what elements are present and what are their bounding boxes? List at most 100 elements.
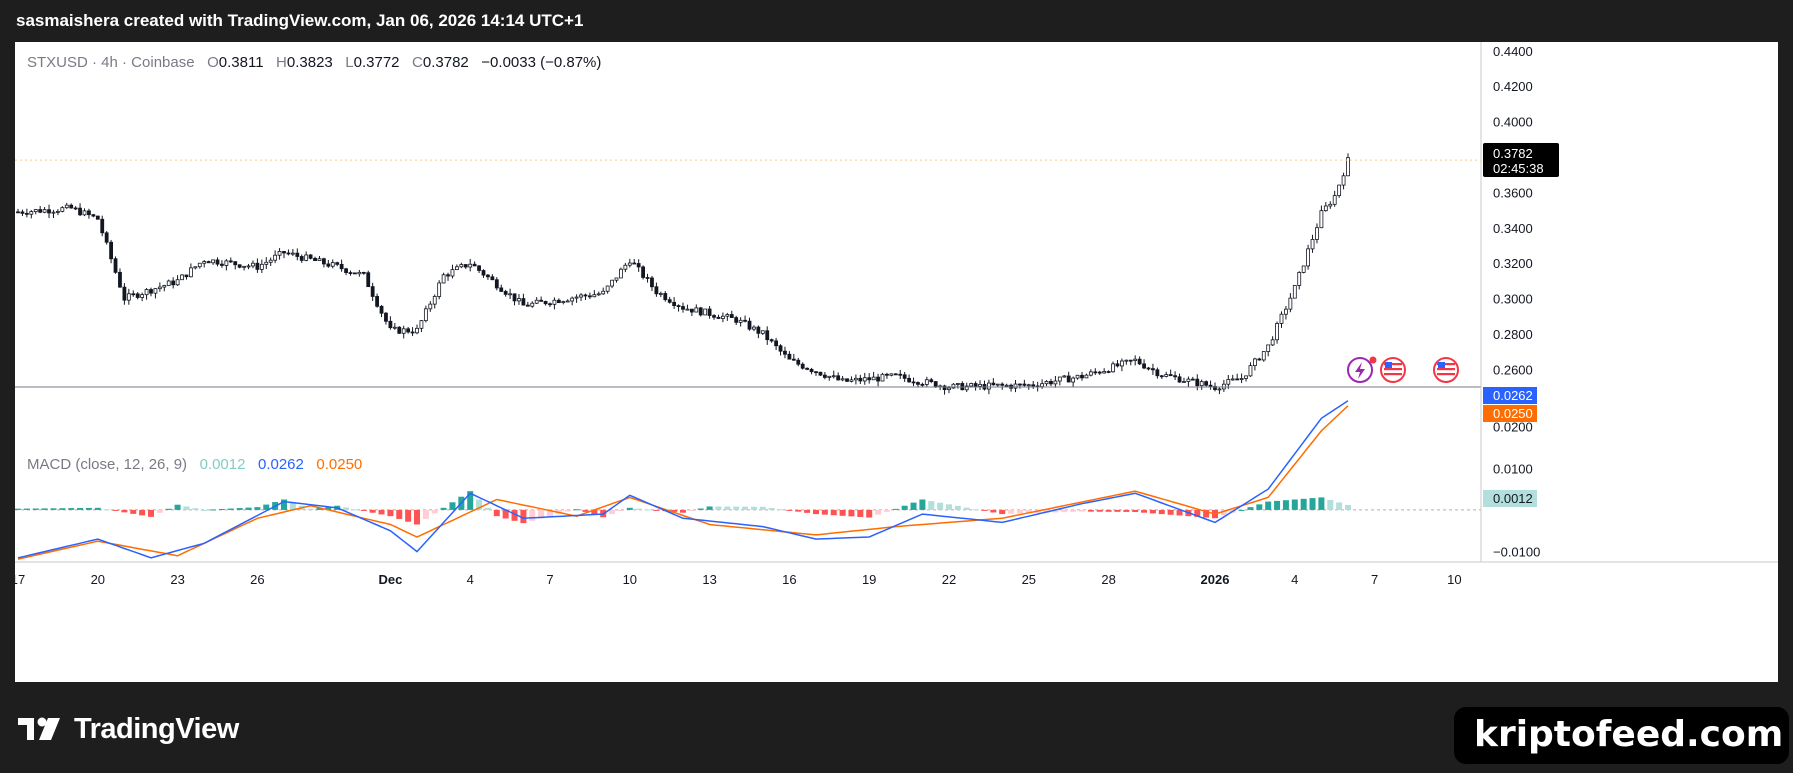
candle-body [556, 299, 561, 304]
histogram-bar [1265, 501, 1272, 510]
candle-body [375, 296, 380, 307]
close-value: 0.3782 [422, 54, 469, 71]
histogram-bar [15, 508, 21, 510]
candle [353, 272, 357, 275]
candle-body [299, 256, 304, 261]
candle [1053, 376, 1058, 388]
candle-body [1230, 378, 1235, 381]
histogram-bar [1247, 507, 1254, 510]
candle-body [707, 308, 712, 316]
candle-body [676, 305, 681, 307]
candle-body [760, 330, 765, 334]
histogram-bar [1336, 502, 1343, 510]
histogram-badge-value: 0.0012 [1493, 491, 1533, 506]
candle-body [614, 277, 619, 281]
candle [299, 254, 304, 263]
candle-body [1049, 381, 1053, 385]
candle-body [1337, 184, 1342, 196]
histogram-bar [289, 502, 296, 510]
candle-body [942, 385, 947, 391]
candle [787, 351, 792, 360]
histogram-bar [1149, 509, 1156, 514]
candle [973, 381, 978, 391]
candle-body [401, 328, 406, 334]
candle [1133, 355, 1138, 366]
candle-body [357, 271, 362, 275]
candle [100, 215, 105, 237]
macd-axis[interactable]: 0.0200 0.0100 −0.0100 [1493, 420, 1540, 560]
candle-body [924, 379, 929, 385]
candle [308, 254, 313, 260]
candle-body [1018, 383, 1022, 386]
time-tick-label: 10 [1447, 572, 1461, 587]
candle [1164, 371, 1169, 378]
candle-body [1301, 265, 1306, 273]
candle-body [268, 259, 273, 263]
lightning-event-icon[interactable] [1347, 356, 1377, 383]
time-axis[interactable]: 17 20 23 26 Dec 4 7 10 13 16 19 22 25 28 2026 4 7 10 [15, 572, 1462, 587]
candle-body [814, 371, 818, 374]
macd-pane[interactable] [15, 400, 1481, 560]
candle-body [290, 252, 295, 255]
candle-body [654, 286, 659, 295]
histogram-bar [609, 509, 616, 515]
candle-body [82, 210, 87, 216]
candle [769, 338, 774, 343]
chart-panel[interactable]: 0.4400 0.4200 0.4000 0.3600 0.3400 0.3200 0.30… [15, 42, 1778, 682]
macd-title[interactable]: MACD (close, 12, 26, 9) [27, 456, 188, 473]
candle [454, 264, 459, 271]
candle-body [366, 272, 371, 288]
price-pane[interactable] [15, 153, 1481, 395]
candle [592, 290, 597, 298]
price-axis[interactable]: 0.4400 0.4200 0.4000 0.3600 0.3400 0.3200 0.30… [1493, 44, 1533, 377]
candle [428, 301, 433, 312]
symbol-info[interactable]: STXUSD · 4h · Coinbase [27, 54, 195, 71]
candle [698, 306, 703, 317]
macd-legend[interactable]: MACD (close, 12, 26, 9) 0.0012 0.0262 0.… [27, 456, 362, 473]
candle-body [840, 378, 845, 381]
candle-body [893, 373, 898, 376]
candle-body [415, 327, 419, 334]
candle [814, 371, 818, 376]
candle-body [1217, 388, 1222, 391]
candle-body [1013, 383, 1018, 389]
price-chart-svg[interactable]: 0.4400 0.4200 0.4000 0.3600 0.3400 0.3200 0.30… [15, 42, 1778, 682]
candle-body [153, 288, 158, 294]
candle-body [1151, 368, 1155, 371]
candle-body [800, 363, 805, 369]
candle [228, 257, 233, 264]
candle-body [636, 263, 641, 268]
candle-body [228, 260, 233, 263]
candle-body [716, 316, 721, 319]
candle-body [149, 289, 153, 294]
high-label: H [276, 54, 287, 71]
histogram-bar [493, 509, 500, 517]
candle-body [206, 261, 211, 264]
candle [1049, 378, 1053, 387]
tradingview-logo-icon [18, 717, 60, 740]
us-flag-icon[interactable] [1433, 357, 1459, 383]
candle-body [1066, 375, 1071, 383]
candle-body [379, 305, 384, 314]
candle [632, 258, 637, 265]
candle [330, 259, 335, 269]
candle-body [1341, 175, 1346, 186]
histogram-bar [431, 509, 438, 514]
candle [845, 378, 849, 383]
candle [1115, 359, 1120, 368]
price-legend[interactable]: STXUSD · 4h · Coinbase O0.3811 H0.3823 L… [27, 54, 601, 71]
candle [1186, 376, 1191, 387]
macd-tick-label: 0.0200 [1493, 420, 1533, 435]
candle [552, 297, 557, 310]
candle-body [188, 267, 193, 278]
candle [1323, 202, 1328, 212]
candle [1000, 382, 1005, 390]
candle-body [667, 299, 672, 303]
candle [1142, 359, 1146, 370]
candle-body [592, 294, 597, 298]
us-flag-icon[interactable] [1380, 357, 1406, 383]
candle [574, 294, 579, 303]
candle-body [969, 383, 974, 387]
candle-body [251, 262, 255, 267]
candle-body [1137, 358, 1142, 365]
